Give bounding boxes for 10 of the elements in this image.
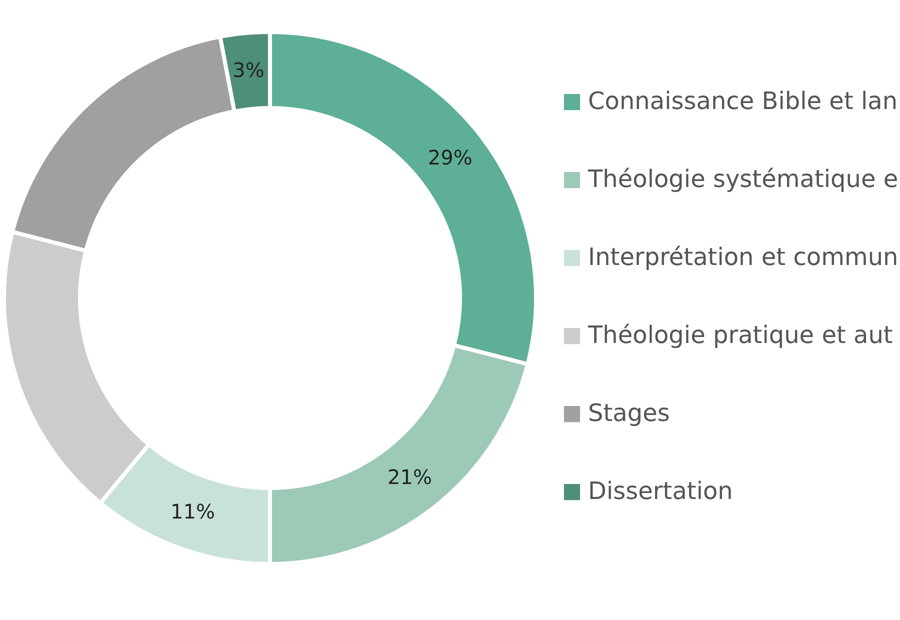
data-label: 29% — [428, 145, 472, 170]
legend-label: Dissertation — [588, 477, 733, 505]
legend-label: Théologie systématique e — [587, 165, 898, 193]
data-label: 21% — [388, 465, 432, 490]
data-label: 3% — [232, 58, 264, 82]
legend-label: Connaissance Bible et lan — [588, 87, 898, 115]
legend-label: Stages — [588, 399, 670, 427]
legend-label: Théologie pratique et aut — [587, 321, 893, 349]
legend-label: Interprétation et commun — [588, 243, 898, 271]
data-label: 11% — [170, 500, 215, 524]
